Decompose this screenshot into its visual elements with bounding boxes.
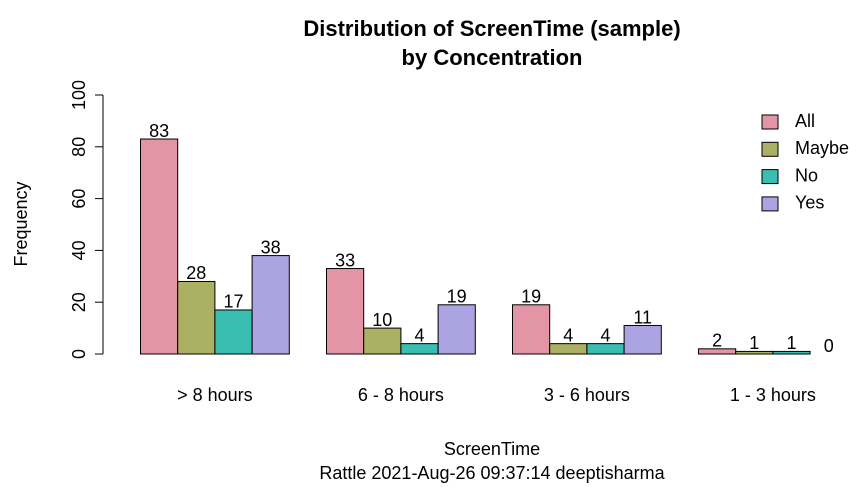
value-label: 1 (749, 333, 759, 353)
bar (326, 268, 365, 355)
value-label: 4 (414, 325, 424, 345)
value-label: 17 (223, 292, 243, 312)
bar (214, 309, 253, 355)
y-tick-label: 80 (69, 137, 89, 157)
y-tick-label: 0 (69, 349, 89, 359)
value-label: 10 (372, 310, 392, 330)
legend-label: All (795, 111, 815, 131)
legend-swatch (761, 169, 779, 185)
caption: Rattle 2021-Aug-26 09:37:14 deeptisharma (319, 463, 665, 483)
value-label: 2 (712, 331, 722, 351)
bar (437, 304, 476, 355)
value-label: 83 (149, 121, 169, 141)
x-tick-label: 3 - 6 hours (544, 385, 630, 405)
y-tick-label: 20 (69, 292, 89, 312)
value-label: 11 (633, 307, 652, 327)
value-label: 19 (521, 287, 541, 307)
x-tick-label: > 8 hours (177, 385, 253, 405)
value-label: 1 (786, 333, 796, 353)
x-tick-label: 6 - 8 hours (358, 385, 444, 405)
bar (363, 327, 402, 355)
bar (251, 255, 290, 355)
x-tick-label: 1 - 3 hours (730, 385, 816, 405)
y-tick-label: 40 (69, 240, 89, 260)
legend-label: Maybe (795, 138, 849, 158)
value-label: 33 (335, 250, 355, 270)
legend-label: Yes (795, 193, 824, 213)
bar (140, 138, 179, 355)
chart-title: Distribution of ScreenTime (sample) (303, 16, 680, 41)
value-label: 38 (261, 237, 281, 257)
bar (772, 350, 811, 355)
value-label: 4 (600, 325, 610, 345)
legend-swatch (761, 141, 779, 157)
y-tick-label: 60 (69, 189, 89, 209)
value-label: 0 (824, 336, 834, 356)
y-axis-label: Frequency (11, 181, 31, 266)
x-axis-label: ScreenTime (444, 439, 540, 459)
bar (512, 304, 551, 355)
chart-title: by Concentration (402, 45, 583, 70)
legend-swatch (761, 114, 779, 130)
bar (623, 325, 662, 355)
legend-label: No (795, 165, 818, 185)
legend-swatch (761, 196, 779, 212)
value-label: 4 (563, 325, 573, 345)
value-label: 19 (447, 287, 467, 307)
value-label: 28 (186, 263, 206, 283)
y-tick-label: 100 (69, 80, 89, 110)
bar (177, 280, 216, 355)
